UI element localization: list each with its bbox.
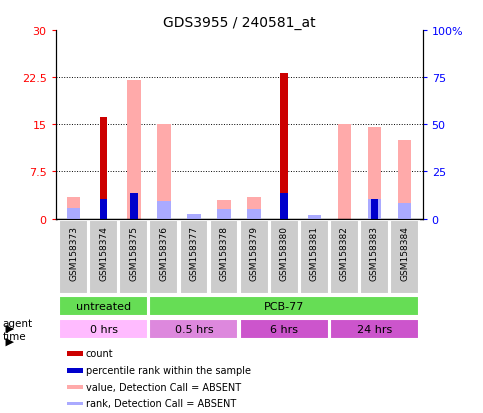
FancyBboxPatch shape: [89, 221, 118, 294]
Bar: [247, 197, 261, 219]
FancyBboxPatch shape: [59, 297, 148, 317]
Text: GSM158375: GSM158375: [129, 225, 138, 280]
Bar: [67, 385, 83, 389]
Text: GSM158379: GSM158379: [250, 225, 258, 280]
Bar: [217, 200, 231, 219]
Bar: [100, 199, 107, 219]
Bar: [187, 214, 201, 219]
Text: rank, Detection Call = ABSENT: rank, Detection Call = ABSENT: [85, 399, 236, 408]
FancyBboxPatch shape: [180, 221, 208, 294]
FancyBboxPatch shape: [240, 221, 269, 294]
Bar: [157, 125, 170, 219]
Text: 6 hrs: 6 hrs: [270, 324, 298, 334]
Text: GSM158376: GSM158376: [159, 225, 169, 280]
Bar: [67, 368, 83, 373]
Text: untreated: untreated: [76, 301, 131, 311]
FancyBboxPatch shape: [390, 221, 419, 294]
Bar: [371, 199, 378, 219]
Text: GSM158374: GSM158374: [99, 225, 108, 280]
Bar: [127, 81, 141, 219]
Text: PCB-77: PCB-77: [264, 301, 304, 311]
Bar: [100, 117, 107, 219]
Text: ▶: ▶: [2, 336, 14, 346]
Bar: [368, 128, 381, 219]
Text: 24 hrs: 24 hrs: [357, 324, 392, 334]
Bar: [67, 351, 83, 356]
Bar: [338, 125, 351, 219]
FancyBboxPatch shape: [59, 319, 148, 339]
Text: GSM158383: GSM158383: [370, 225, 379, 280]
FancyBboxPatch shape: [59, 221, 88, 294]
Text: GSM158373: GSM158373: [69, 225, 78, 280]
Text: time: time: [2, 332, 26, 342]
Text: 0 hrs: 0 hrs: [90, 324, 118, 334]
FancyBboxPatch shape: [149, 319, 239, 339]
FancyBboxPatch shape: [119, 221, 148, 294]
FancyBboxPatch shape: [210, 221, 239, 294]
FancyBboxPatch shape: [330, 319, 419, 339]
Bar: [398, 203, 412, 219]
FancyBboxPatch shape: [149, 297, 419, 317]
Bar: [281, 194, 288, 219]
Text: GSM158377: GSM158377: [189, 225, 199, 280]
Bar: [281, 74, 288, 219]
Text: GSM158378: GSM158378: [220, 225, 228, 280]
Text: count: count: [85, 348, 114, 358]
Bar: [67, 209, 80, 219]
Bar: [67, 402, 83, 406]
Text: percentile rank within the sample: percentile rank within the sample: [85, 365, 251, 375]
Bar: [130, 194, 138, 219]
Text: GSM158384: GSM158384: [400, 225, 409, 280]
Text: GSM158382: GSM158382: [340, 225, 349, 280]
Bar: [308, 215, 321, 219]
FancyBboxPatch shape: [270, 221, 298, 294]
Text: GSM158381: GSM158381: [310, 225, 319, 280]
Bar: [217, 210, 231, 219]
FancyBboxPatch shape: [300, 221, 329, 294]
Text: GSM158380: GSM158380: [280, 225, 289, 280]
Bar: [67, 197, 80, 219]
Bar: [247, 210, 261, 219]
FancyBboxPatch shape: [149, 221, 178, 294]
FancyBboxPatch shape: [240, 319, 329, 339]
Title: GDS3955 / 240581_at: GDS3955 / 240581_at: [163, 16, 315, 30]
Text: 0.5 hrs: 0.5 hrs: [175, 324, 213, 334]
Text: ▶: ▶: [2, 323, 14, 332]
Bar: [157, 201, 170, 219]
FancyBboxPatch shape: [360, 221, 389, 294]
FancyBboxPatch shape: [330, 221, 359, 294]
Bar: [368, 199, 381, 219]
Bar: [398, 141, 412, 219]
Text: value, Detection Call = ABSENT: value, Detection Call = ABSENT: [85, 382, 241, 392]
Text: agent: agent: [2, 318, 32, 328]
